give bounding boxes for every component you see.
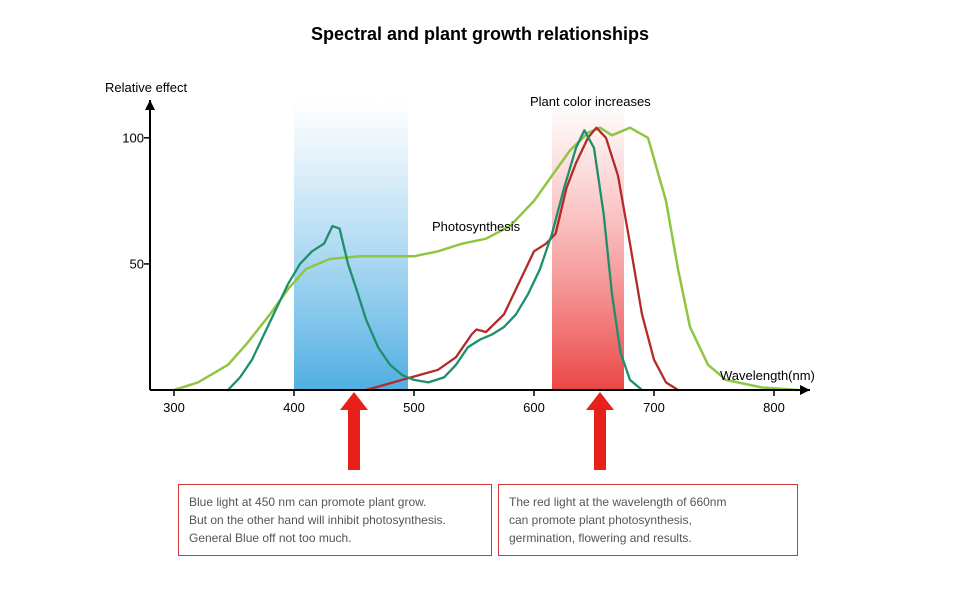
blue-callout: Blue light at 450 nm can promote plant g…	[178, 484, 492, 556]
series-photosynthesis	[174, 128, 798, 390]
red-band	[552, 100, 624, 390]
series-plant-color-increases	[366, 128, 678, 390]
x-tick-700: 700	[643, 400, 665, 415]
blue-band	[294, 100, 408, 390]
x-axis-label: Wavelength(nm)	[720, 368, 815, 383]
x-tick-500: 500	[403, 400, 425, 415]
red-callout-line-0: The red light at the wavelength of 660nm	[509, 493, 787, 511]
red-callout: The red light at the wavelength of 660nm…	[498, 484, 798, 556]
x-tick-400: 400	[283, 400, 305, 415]
red-callout-line-2: germination, flowering and results.	[509, 529, 787, 547]
y-tick-50: 50	[120, 256, 144, 271]
y-axis-arrow	[145, 100, 155, 110]
blue-callout-line-2: General Blue off not too much.	[189, 529, 481, 547]
x-tick-800: 800	[763, 400, 785, 415]
anno-photosynthesis: Photosynthesis	[432, 219, 520, 234]
anno-plant-color: Plant color increases	[530, 94, 651, 109]
blue-callout-line-0: Blue light at 450 nm can promote plant g…	[189, 493, 481, 511]
y-tick-100: 100	[120, 130, 144, 145]
x-tick-300: 300	[163, 400, 185, 415]
chart-page: { "title": { "text": "Spectral and plant…	[0, 0, 960, 596]
x-tick-600: 600	[523, 400, 545, 415]
x-axis-arrow	[800, 385, 810, 395]
red-callout-line-1: can promote plant photosynthesis,	[509, 511, 787, 529]
red-arrow	[586, 392, 614, 470]
blue-callout-line-1: But on the other hand will inhibit photo…	[189, 511, 481, 529]
y-axis-label: Relative effect	[105, 80, 187, 95]
blue-arrow	[340, 392, 368, 470]
